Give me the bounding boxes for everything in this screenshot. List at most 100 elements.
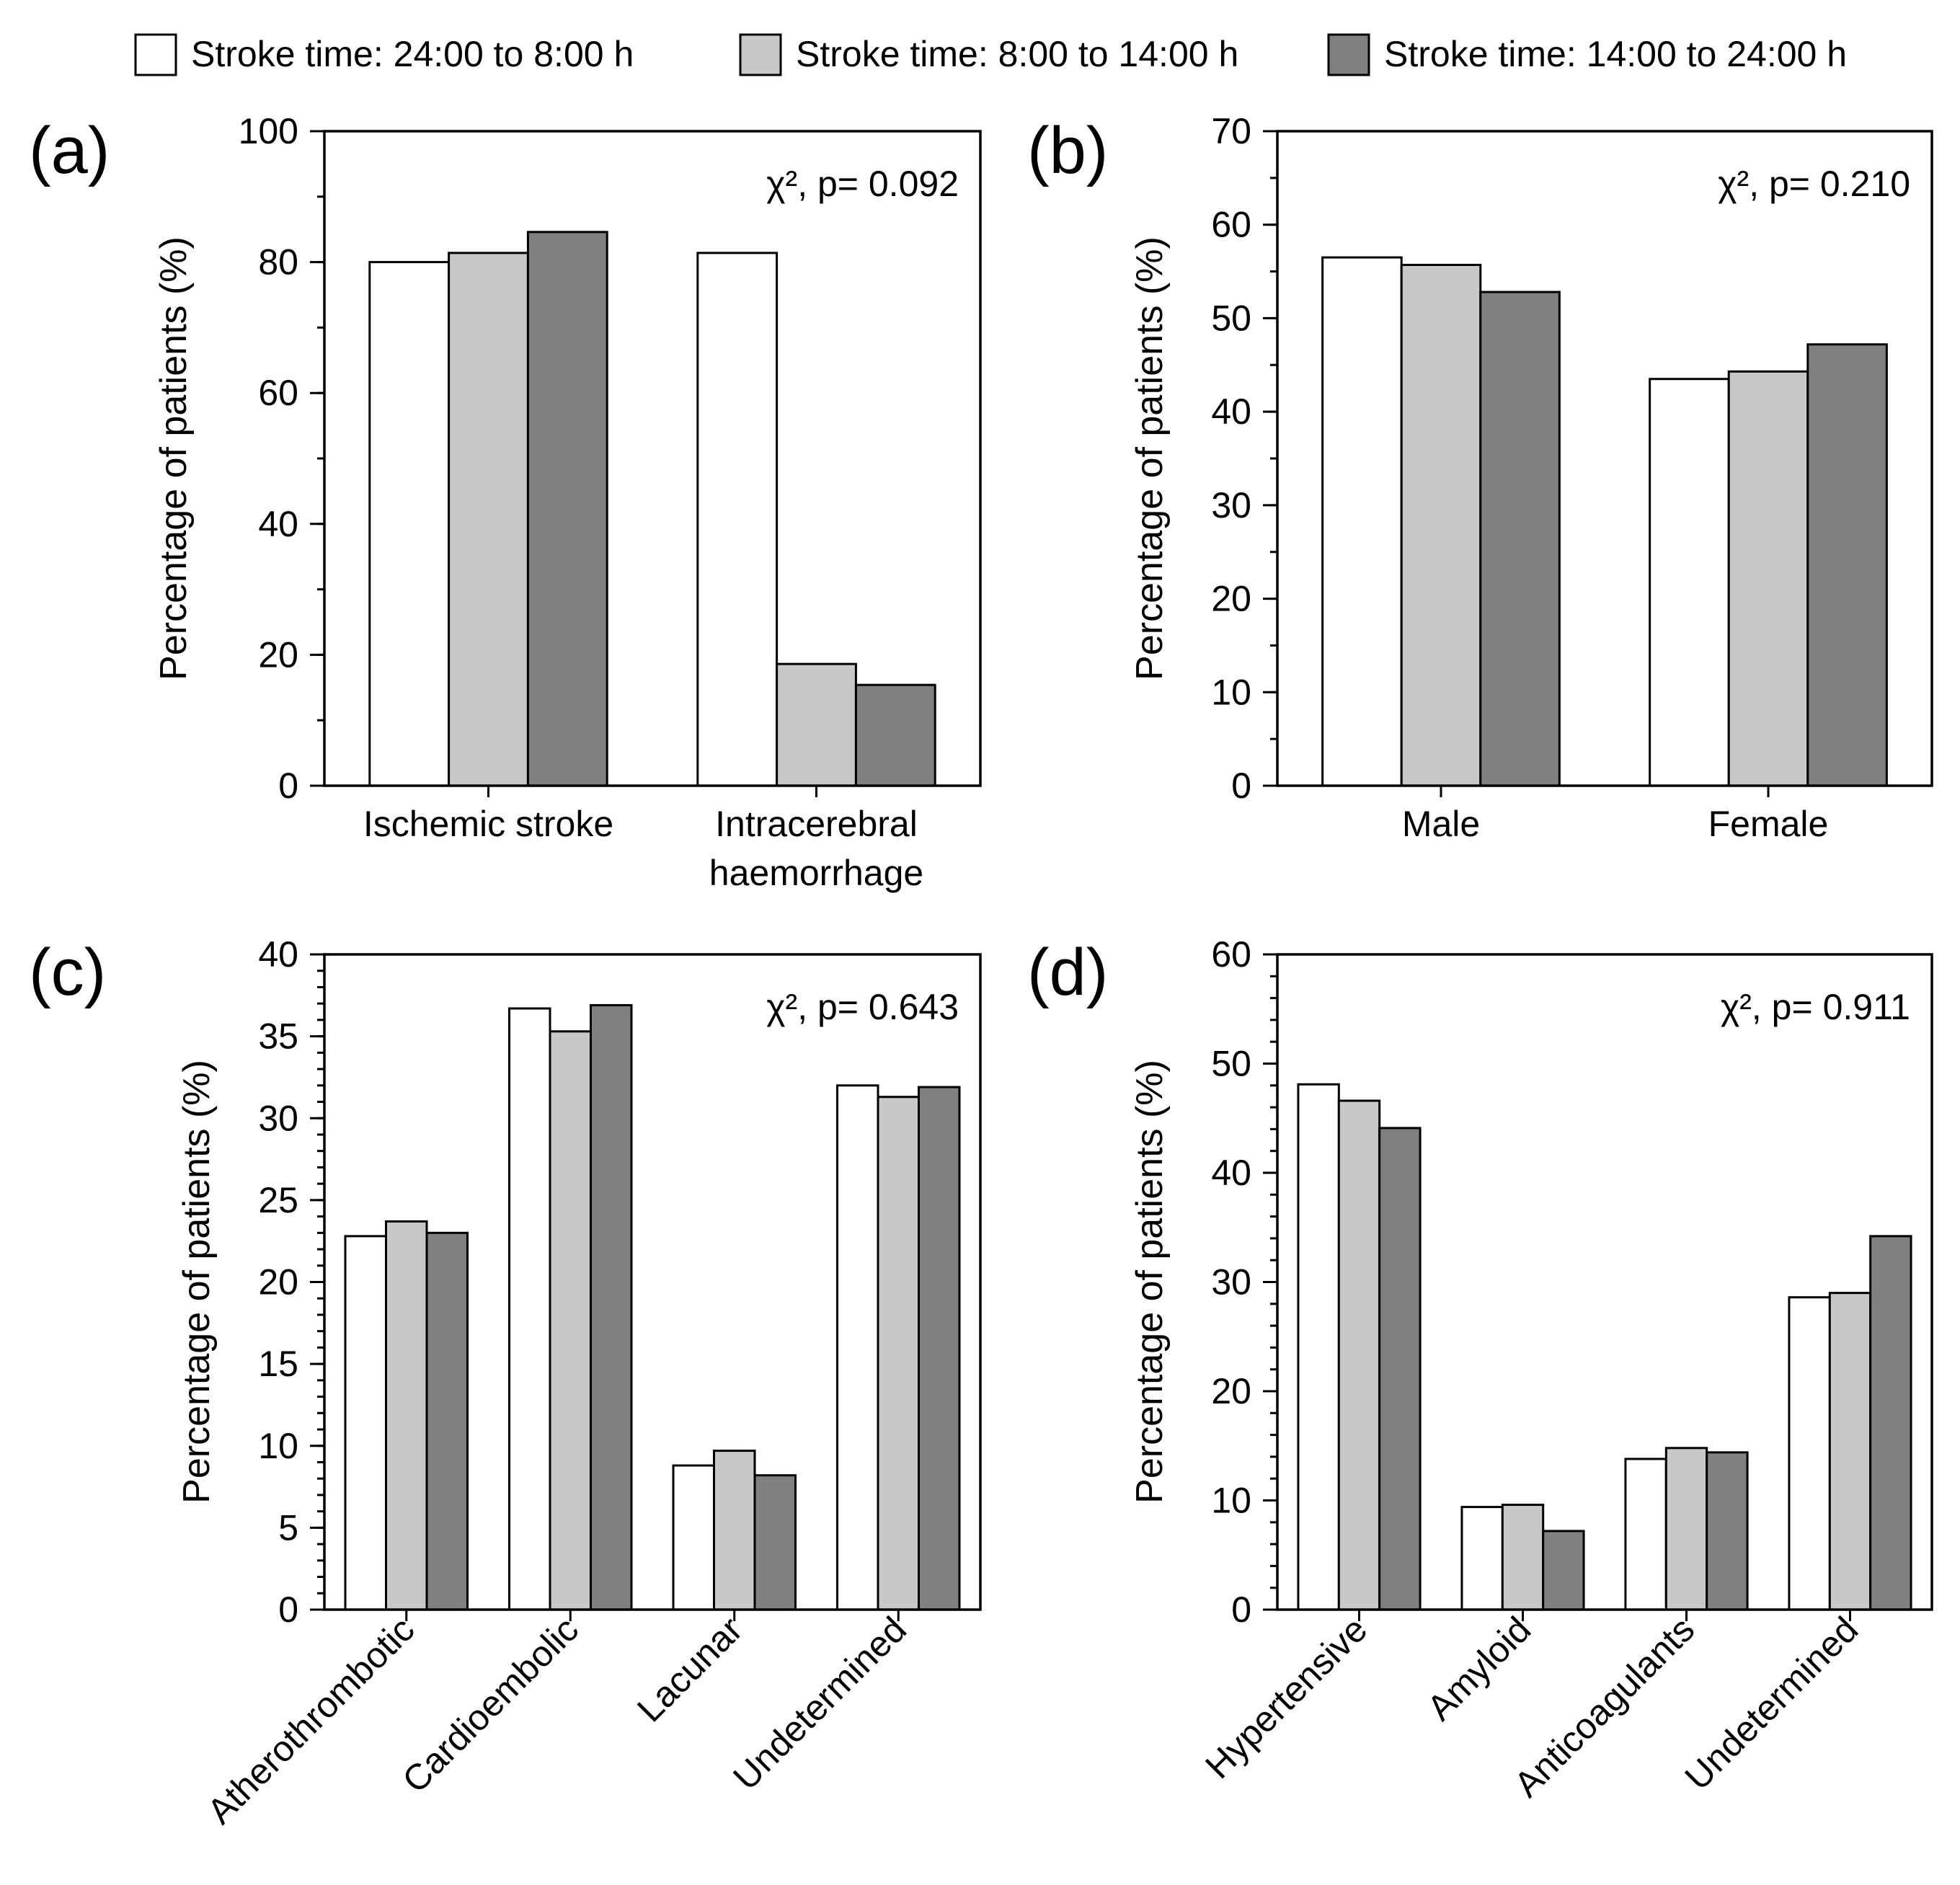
bar <box>1337 1099 1381 1611</box>
y-tick-label: 0 <box>1231 1589 1251 1630</box>
bar <box>1624 1458 1667 1611</box>
bar <box>854 683 936 787</box>
legend-label: Stroke time: 24:00 to 8:00 h <box>191 34 634 74</box>
stat-annotation: χ², p= 0.643 <box>766 987 959 1027</box>
legend-swatch <box>739 33 782 76</box>
panels: Ischemic stroke Intracerebral haemorrhage 0… <box>29 111 1933 1832</box>
y-axis-label: Percentage of patients (%) <box>1129 1060 1171 1504</box>
y-tick-label: 30 <box>258 1098 298 1138</box>
y-axis-label: Percentage of patients (%) <box>153 236 195 680</box>
y-tick-label: 50 <box>1211 1044 1251 1084</box>
bar <box>776 662 857 787</box>
y-tick-label: 5 <box>278 1507 298 1548</box>
bar <box>385 1220 428 1611</box>
y-tick-label: 50 <box>1211 298 1251 338</box>
bar <box>549 1030 592 1611</box>
bar <box>877 1096 920 1611</box>
bar <box>713 1450 756 1611</box>
y-tick-label: 10 <box>1211 672 1251 712</box>
x-tick-label: Amyloid <box>1419 1609 1538 1728</box>
y-tick-label: 20 <box>1211 1371 1251 1411</box>
bar <box>1542 1530 1585 1611</box>
bar <box>672 1464 716 1611</box>
bar <box>836 1084 879 1611</box>
chart-panel: Hypertensive AmyloidAnticoagulantsUndeter… <box>1027 934 1933 1805</box>
y-tick-label: 10 <box>258 1426 298 1466</box>
stat-annotation: χ², p= 0.092 <box>766 164 959 204</box>
x-tick-label: Female <box>1708 804 1829 844</box>
y-tick-label: 60 <box>1211 205 1251 245</box>
y-tick-label: 0 <box>278 1589 298 1630</box>
y-tick-label: 20 <box>258 1262 298 1303</box>
y-axis-label: Percentage of patients (%) <box>176 1060 218 1504</box>
x-tick-label: Hypertensive <box>1197 1609 1375 1786</box>
x-tick-label: Lacunar <box>629 1609 750 1729</box>
bar <box>753 1474 797 1611</box>
panel-label: (a) <box>29 114 110 187</box>
panel-label: (c) <box>29 936 106 1009</box>
bar <box>344 1235 388 1611</box>
bar <box>448 252 529 787</box>
legend-label: Stroke time: 8:00 to 14:00 h <box>796 34 1238 74</box>
y-tick-label: 20 <box>1211 579 1251 619</box>
bar <box>1501 1504 1545 1611</box>
bar <box>425 1231 469 1611</box>
y-tick-label: 30 <box>1211 1262 1251 1303</box>
y-tick-label: 100 <box>239 111 298 151</box>
bar <box>917 1086 961 1611</box>
bar <box>1828 1292 1872 1611</box>
y-tick-label: 40 <box>1211 1153 1251 1193</box>
y-tick-label: 30 <box>1211 485 1251 525</box>
chart-panel: Ischemic stroke Intracerebral haemorrhage 0… <box>29 111 982 893</box>
x-tick-label: Undetermined <box>725 1609 914 1798</box>
bar <box>1664 1447 1708 1611</box>
stat-annotation: χ², p= 0.911 <box>1721 987 1910 1027</box>
bar <box>696 252 779 787</box>
y-tick-label: 25 <box>258 1180 298 1220</box>
y-tick-label: 40 <box>258 934 298 975</box>
panel-label: (d) <box>1027 936 1108 1009</box>
y-tick-label: 10 <box>1211 1481 1251 1521</box>
x-tick-label: Atherothrombotic <box>200 1609 422 1832</box>
bar <box>589 1003 633 1611</box>
bar <box>1400 263 1482 787</box>
bar <box>1460 1506 1504 1611</box>
y-tick-label: 15 <box>258 1344 298 1384</box>
y-tick-label: 0 <box>1231 766 1251 806</box>
y-tick-label: 20 <box>258 634 298 675</box>
y-tick-label: 40 <box>1211 391 1251 432</box>
x-tick-label: Cardioembolic <box>394 1609 586 1801</box>
legend-swatch <box>134 33 177 76</box>
y-axis-label: Percentage of patients (%) <box>1129 236 1171 680</box>
bar <box>1788 1296 1831 1611</box>
x-tick-label: Undetermined <box>1677 1609 1866 1798</box>
bar <box>1706 1451 1749 1611</box>
chart-panel: Male Female 0 10 20 30 40 50 60 70 Percentage of p… <box>1027 111 1933 844</box>
y-tick-label: 35 <box>258 1016 298 1057</box>
bar <box>1806 343 1888 787</box>
bar <box>508 1007 551 1611</box>
bar <box>1727 370 1809 787</box>
legend-swatch <box>1327 33 1370 76</box>
bar <box>1479 290 1561 787</box>
y-tick-label: 0 <box>278 766 298 806</box>
legend: Stroke time: 24:00 to 8:00 h Stroke time:… <box>134 33 1847 76</box>
bar <box>368 261 451 787</box>
x-tick-label: haemorrhage <box>709 853 923 893</box>
x-tick-label: Ischemic stroke <box>363 804 613 844</box>
x-tick-label: Male <box>1402 804 1480 844</box>
y-tick-label: 40 <box>258 504 298 544</box>
stat-annotation: χ², p= 0.210 <box>1718 164 1910 204</box>
panel-label: (b) <box>1027 114 1108 187</box>
y-tick-label: 60 <box>258 373 298 413</box>
bar <box>1649 378 1730 787</box>
bar <box>1297 1083 1340 1611</box>
bar <box>1321 256 1403 787</box>
y-tick-label: 70 <box>1211 111 1251 151</box>
bar <box>1378 1127 1422 1611</box>
x-tick-label: Intracerebral <box>715 804 918 844</box>
bar <box>526 231 608 787</box>
legend-label: Stroke time: 14:00 to 24:00 h <box>1384 34 1847 74</box>
